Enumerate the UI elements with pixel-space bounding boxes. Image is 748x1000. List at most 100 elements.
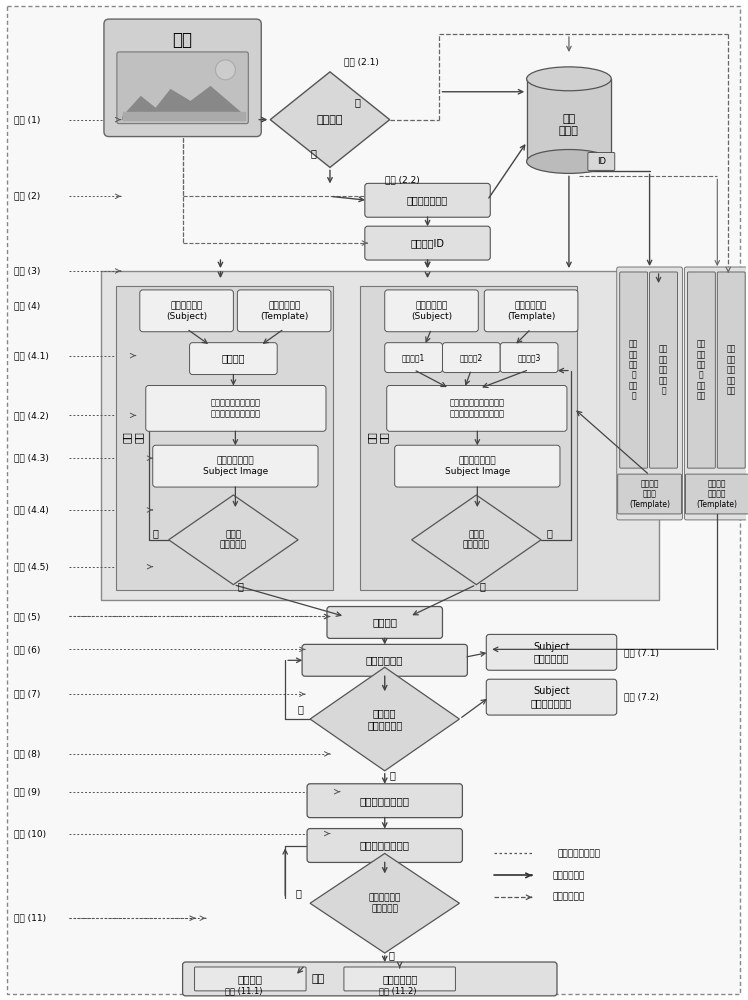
- Text: 计算图像灰度
(Template): 计算图像灰度 (Template): [507, 301, 555, 321]
- FancyBboxPatch shape: [486, 634, 617, 670]
- Text: 特征提取3: 特征提取3: [518, 353, 541, 362]
- Text: 是: 是: [479, 582, 485, 592]
- FancyBboxPatch shape: [104, 19, 261, 137]
- Text: 是否为
最大相似度: 是否为 最大相似度: [220, 530, 247, 550]
- FancyBboxPatch shape: [101, 271, 658, 600]
- Text: 精准
配准: 精准 配准: [367, 431, 388, 443]
- Polygon shape: [123, 112, 245, 120]
- Text: 步骤 (4.1): 步骤 (4.1): [14, 351, 49, 360]
- Text: 图像
资料库: 图像 资料库: [559, 114, 579, 136]
- FancyBboxPatch shape: [116, 286, 333, 590]
- Text: Subject
模拟形变场储存: Subject 模拟形变场储存: [531, 686, 572, 708]
- Text: 步骤 (4.2): 步骤 (4.2): [14, 411, 49, 420]
- Text: 剂量分布模拟
结果判断？: 剂量分布模拟 结果判断？: [369, 894, 401, 913]
- Text: 搜寻比对资料库: 搜寻比对资料库: [407, 195, 448, 205]
- Text: 根据位移量调整
Subject Image: 根据位移量调整 Subject Image: [203, 456, 268, 476]
- Text: 提取
最近
一次
的
勾画
图像: 提取 最近 一次 的 勾画 图像: [696, 340, 706, 401]
- Text: 步骤 (11.1): 步骤 (11.1): [224, 986, 262, 995]
- Text: 剂量模拟算法运算: 剂量模拟算法运算: [360, 841, 410, 851]
- Text: 步骤 (2.1): 步骤 (2.1): [344, 57, 378, 66]
- Text: 开始: 开始: [173, 31, 192, 49]
- Text: 步骤 (7.1): 步骤 (7.1): [624, 648, 659, 657]
- Text: 次要运行流程: 次要运行流程: [553, 893, 585, 902]
- FancyBboxPatch shape: [360, 286, 577, 590]
- FancyBboxPatch shape: [7, 6, 741, 994]
- FancyBboxPatch shape: [717, 272, 745, 468]
- Polygon shape: [310, 853, 459, 953]
- FancyBboxPatch shape: [649, 272, 678, 468]
- Ellipse shape: [527, 150, 611, 173]
- Text: 否: 否: [295, 888, 301, 898]
- Text: 资料库中
勾画图像
(Template): 资料库中 勾画图像 (Template): [697, 479, 738, 509]
- Text: 否: 否: [297, 704, 303, 714]
- Text: 依据算法模型计算出所
有像素点的位移偏移量: 依据算法模型计算出所 有像素点的位移偏移量: [211, 399, 261, 418]
- FancyBboxPatch shape: [685, 474, 748, 514]
- Text: 输出结果: 输出结果: [373, 617, 397, 627]
- Text: 描述流程相关步骤: 描述流程相关步骤: [557, 849, 601, 858]
- Text: 特征提取1: 特征提取1: [402, 353, 425, 362]
- Polygon shape: [168, 495, 298, 585]
- Text: 否: 否: [355, 97, 361, 107]
- Text: 步骤 (3): 步骤 (3): [14, 266, 40, 275]
- FancyBboxPatch shape: [237, 290, 331, 332]
- FancyBboxPatch shape: [484, 290, 578, 332]
- Text: 步骤 (11.2): 步骤 (11.2): [379, 986, 417, 995]
- FancyBboxPatch shape: [344, 967, 456, 991]
- Text: 步骤 (10): 步骤 (10): [14, 829, 46, 838]
- Text: 结束: 结束: [311, 974, 325, 984]
- Text: 否: 否: [546, 528, 552, 538]
- FancyBboxPatch shape: [140, 290, 233, 332]
- FancyBboxPatch shape: [618, 474, 681, 514]
- Text: 步骤 (7.2): 步骤 (7.2): [624, 693, 658, 702]
- Text: 步骤 (4.3): 步骤 (4.3): [14, 454, 49, 463]
- FancyBboxPatch shape: [365, 226, 490, 260]
- Text: 快速
配准: 快速 配准: [122, 431, 144, 443]
- Text: 提取
最近
一次
的
图像
组: 提取 最近 一次 的 图像 组: [629, 340, 638, 401]
- Text: 计算图像灰度
(Template): 计算图像灰度 (Template): [260, 301, 308, 321]
- Ellipse shape: [527, 67, 611, 91]
- Polygon shape: [411, 495, 541, 585]
- FancyBboxPatch shape: [684, 267, 748, 520]
- FancyBboxPatch shape: [189, 343, 278, 375]
- Text: 医师确认
或修改完成？: 医师确认 或修改完成？: [367, 708, 402, 730]
- Text: 开始治疗: 开始治疗: [238, 974, 263, 984]
- Polygon shape: [527, 79, 611, 161]
- FancyBboxPatch shape: [500, 343, 558, 373]
- Text: 放疗计划完成: 放疗计划完成: [382, 974, 417, 984]
- Text: Subject
勾画结果储存: Subject 勾画结果储存: [533, 642, 570, 663]
- Text: 根据位移量调整
Subject Image: 根据位移量调整 Subject Image: [445, 456, 510, 476]
- Text: 步骤 (2): 步骤 (2): [14, 192, 40, 201]
- Text: 提取
最相
似的
图像
组: 提取 最相 似的 图像 组: [659, 345, 668, 395]
- Text: 医师勾画目标靶区: 医师勾画目标靶区: [360, 796, 410, 806]
- Text: 新病人？: 新病人？: [316, 115, 343, 125]
- Text: 步骤 (2.2): 步骤 (2.2): [384, 175, 420, 184]
- Text: ID: ID: [597, 157, 606, 166]
- FancyBboxPatch shape: [443, 343, 500, 373]
- Text: 依据不同算法模型计算出
所有像素点的位移偏移量: 依据不同算法模型计算出 所有像素点的位移偏移量: [450, 399, 504, 418]
- FancyBboxPatch shape: [486, 679, 617, 715]
- Text: 是: 是: [310, 148, 316, 158]
- Text: 特征提取: 特征提取: [221, 354, 245, 364]
- Polygon shape: [270, 72, 390, 167]
- Text: 步骤 (9): 步骤 (9): [14, 787, 40, 796]
- Text: 步骤 (8): 步骤 (8): [14, 749, 40, 758]
- Text: 资料库中
图像组
(Template): 资料库中 图像组 (Template): [629, 479, 670, 509]
- FancyBboxPatch shape: [617, 267, 682, 520]
- Text: 是否为
最大相似度: 是否为 最大相似度: [463, 530, 490, 550]
- FancyBboxPatch shape: [146, 385, 326, 431]
- Text: 勾画结果叠加: 勾画结果叠加: [366, 655, 403, 665]
- Text: 提取
最相
似的
勾画
图像: 提取 最相 似的 勾画 图像: [726, 345, 736, 395]
- FancyBboxPatch shape: [384, 290, 478, 332]
- Text: 步骤 (4): 步骤 (4): [14, 301, 40, 310]
- FancyBboxPatch shape: [687, 272, 715, 468]
- Text: 否: 否: [153, 528, 159, 538]
- FancyBboxPatch shape: [619, 272, 648, 468]
- Text: 步骤 (4.5): 步骤 (4.5): [14, 562, 49, 571]
- Text: 步骤 (5): 步骤 (5): [14, 612, 40, 621]
- Text: 特征提取2: 特征提取2: [460, 353, 483, 362]
- Text: 计算图像灰度
(Subject): 计算图像灰度 (Subject): [411, 301, 452, 321]
- FancyBboxPatch shape: [588, 153, 615, 170]
- FancyBboxPatch shape: [365, 183, 490, 217]
- Polygon shape: [123, 87, 245, 120]
- Text: 建立图像ID: 建立图像ID: [411, 238, 444, 248]
